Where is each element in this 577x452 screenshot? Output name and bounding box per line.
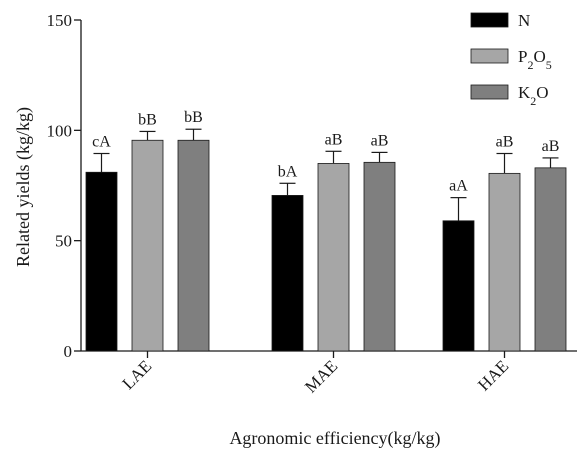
bar-label: aB xyxy=(325,131,343,148)
x-tick-label: HAE xyxy=(474,356,512,394)
y-axis-title: Related yields (kg/kg) xyxy=(13,107,34,267)
bar-label: bB xyxy=(184,109,203,126)
bar xyxy=(271,195,304,352)
bar xyxy=(131,139,164,352)
legend-label: K2O xyxy=(518,83,549,108)
bar xyxy=(534,167,567,352)
bar xyxy=(177,139,210,352)
bar-label: aB xyxy=(496,134,514,151)
bar xyxy=(442,220,475,352)
bars: cA bA aA bB aB aB bB aB aB xyxy=(85,109,567,352)
x-tick-label: LAE xyxy=(119,356,156,393)
y-tick-label: 0 xyxy=(64,342,73,361)
bar-label: aB xyxy=(371,132,389,149)
x-axis-title: Agronomic efficiency(kg/kg) xyxy=(229,428,440,449)
bar xyxy=(363,161,396,352)
bar xyxy=(488,172,521,352)
x-tick-label: MAE xyxy=(301,356,341,396)
bar-label: aA xyxy=(449,178,468,195)
legend-label: P2O5 xyxy=(518,47,552,72)
x-axis: LAE MAE HAE xyxy=(81,350,577,397)
y-tick-label: 100 xyxy=(47,121,73,140)
legend: N P2O5 K2O xyxy=(470,11,552,108)
bar-label: aB xyxy=(542,138,560,155)
bar xyxy=(317,163,350,352)
legend-swatch xyxy=(470,12,509,28)
y-tick-label: 50 xyxy=(55,232,72,251)
bar xyxy=(85,171,118,352)
legend-label: N xyxy=(518,11,530,30)
bar-label: bA xyxy=(278,163,298,180)
y-axis: 0 50 100 150 xyxy=(47,11,82,361)
y-tick-label: 150 xyxy=(47,11,73,30)
bar-label: cA xyxy=(92,134,111,151)
legend-swatch xyxy=(470,84,509,100)
legend-swatch xyxy=(470,48,509,64)
bar-label: bB xyxy=(138,111,157,128)
